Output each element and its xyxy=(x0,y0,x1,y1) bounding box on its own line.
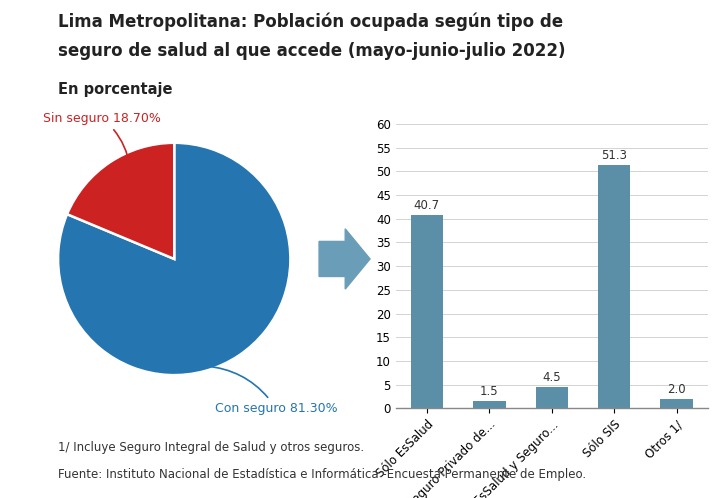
Bar xyxy=(661,399,693,408)
Bar xyxy=(536,387,568,408)
Text: 51.3: 51.3 xyxy=(601,149,627,162)
FancyArrow shape xyxy=(319,229,370,289)
Text: Fuente: Instituto Nacional de Estadística e Informática -Encuesta Permanente de : Fuente: Instituto Nacional de Estadístic… xyxy=(58,468,586,481)
Wedge shape xyxy=(67,143,174,259)
Text: Con seguro 81.30%: Con seguro 81.30% xyxy=(206,366,338,415)
Text: 40.7: 40.7 xyxy=(414,200,440,213)
Text: En porcentaje: En porcentaje xyxy=(58,82,173,97)
Text: Sin seguro 18.70%: Sin seguro 18.70% xyxy=(44,112,161,166)
Bar xyxy=(411,215,443,408)
Text: seguro de salud al que accede (mayo-junio-julio 2022): seguro de salud al que accede (mayo-juni… xyxy=(58,42,566,60)
Bar xyxy=(473,401,505,408)
Bar xyxy=(598,165,630,408)
Text: 4.5: 4.5 xyxy=(542,371,561,384)
Text: 2.0: 2.0 xyxy=(667,383,686,396)
Wedge shape xyxy=(58,143,290,375)
Text: 1/ Incluye Seguro Integral de Salud y otros seguros.: 1/ Incluye Seguro Integral de Salud y ot… xyxy=(58,441,364,454)
Text: 1.5: 1.5 xyxy=(480,385,499,398)
Text: Lima Metropolitana: Población ocupada según tipo de: Lima Metropolitana: Población ocupada se… xyxy=(58,12,563,31)
